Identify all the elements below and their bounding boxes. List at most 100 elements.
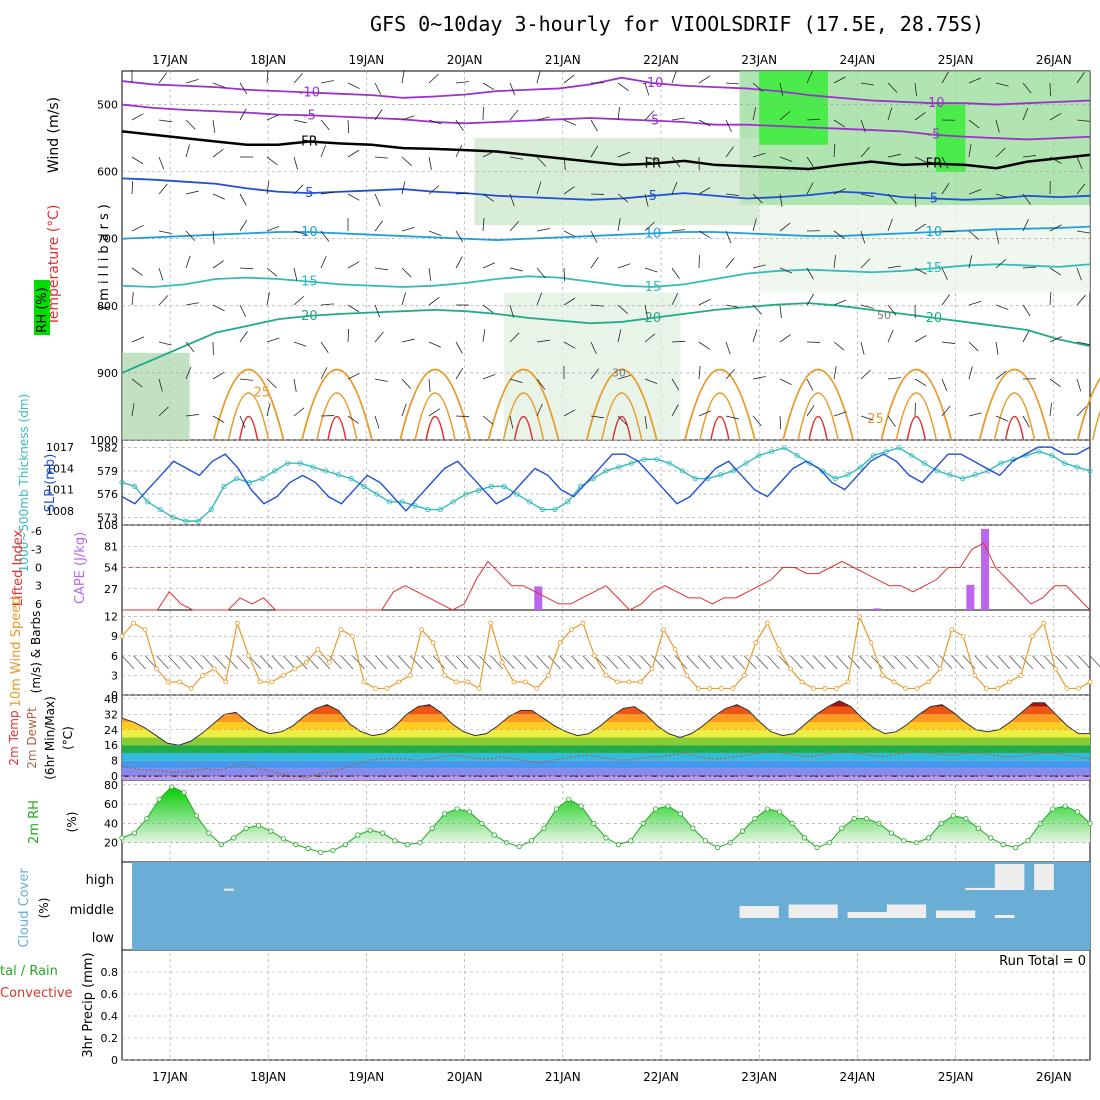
wind-barb [239,267,254,270]
wind-barb [671,70,677,84]
slp-label-group: SLP (mb) [43,454,58,513]
wind-barb [455,81,469,84]
wind-speed-point [488,620,494,626]
rh-point [702,838,708,844]
wind-barb [320,119,330,131]
wind-barb [617,82,629,91]
rh-point [392,838,398,844]
wind-speed-point [234,620,240,626]
wind-barb [212,371,225,380]
wind-barb [1022,219,1029,232]
cape-tick-label: 54 [104,562,118,575]
wind-barb [239,378,253,381]
wind-speed-point [776,646,782,652]
rh-point [1025,838,1031,844]
wind-barb [887,377,901,380]
temp-axis-label: (6hr Min/Max) [43,696,57,780]
wind-barb [671,340,686,343]
rh-axis-label: RH (%) [35,287,50,332]
warm-contour-mid [502,392,545,441]
thickness-point [870,452,877,459]
thickness-point [259,476,265,482]
warm-contour-outer [585,368,658,441]
wind-barb [266,70,269,84]
thickness-point [794,452,800,459]
date-label-top: 21JAN [545,53,581,67]
wind-speed-point [880,672,885,678]
wind-barb [806,404,815,417]
warm-contour-mid [227,392,270,441]
surface-wind-barb [190,655,204,670]
thickness-point [960,476,966,482]
surface-wind-barb [893,655,907,670]
wind-speed-point [165,679,171,685]
wind-speed-point [615,679,620,685]
rh-point [1050,806,1056,812]
thickness-point [526,499,533,505]
wind-speed-point [718,686,724,691]
precip-axis-label: 3hr Precip (mm) [81,952,96,1057]
warm-contour-outer [978,368,1051,441]
wind-barb [995,370,1007,380]
wind-barb [212,260,225,269]
date-label-top: 25JAN [938,53,974,67]
wind-barb [536,70,541,84]
series-line-1 [121,446,1091,512]
wind-speed-point [1041,620,1047,626]
wind-barb [995,304,1009,310]
pressure-tick-label: 900 [97,367,118,380]
wind-barb [131,113,144,121]
isotherm--10 [121,76,1091,106]
li-label-group: Lifted Index [11,529,26,606]
cloud-units-label: (%) [37,898,51,919]
wind-speed-point [269,679,275,685]
rh-tick-label: 40 [104,817,118,830]
cloud-label-group: Cloud Cover [17,868,32,948]
wind-barb [131,336,145,343]
wind-barb [293,119,307,124]
wind-barb [725,119,732,132]
surface-wind-barb [283,655,296,670]
wind-barb [914,335,927,343]
isotherm-15 [121,263,1091,288]
surface-wind-barb [271,655,285,670]
surface-wind-barb [121,655,135,670]
wind-barb [1022,266,1036,269]
rh-point [752,815,758,822]
thickness-point [807,460,813,466]
wind-barb [536,403,543,417]
warm-contour-mid [1091,410,1100,441]
wind-barb [320,230,330,242]
date-label-top: 20JAN [447,53,483,67]
thickness-point [832,476,838,482]
wind-barb [860,341,865,355]
wind-barb [995,230,1000,244]
wind-barb [914,156,927,163]
wind-barb [887,218,893,232]
wind-barb [239,331,248,343]
isotherm-label: 20 [301,309,318,324]
wind-barb [698,298,711,306]
wind-barb [725,369,735,380]
wind-barb [1022,193,1031,205]
wind-barb [347,372,360,380]
rh-point [429,825,435,831]
thickness-label-group: 1000~500mb Thickness (dm) [17,394,31,572]
wind-barb [509,82,516,96]
date-label-top: 24JAN [840,53,876,67]
rh-point [1012,844,1019,851]
rh-point [355,832,361,838]
wind-barb [725,230,732,244]
wind-barb [536,292,543,306]
wind-speed-point [1006,679,1012,685]
rh-point [541,825,547,831]
cape-bar [873,608,882,610]
wind-barb [968,255,973,269]
date-label-bottom: 26JAN [1036,1070,1072,1084]
wind-barb [185,302,199,306]
wind-barb [590,256,599,269]
wind-barb [185,414,199,417]
rh-point [801,835,808,841]
thickness-point [425,506,431,513]
wind-barb [212,193,226,200]
